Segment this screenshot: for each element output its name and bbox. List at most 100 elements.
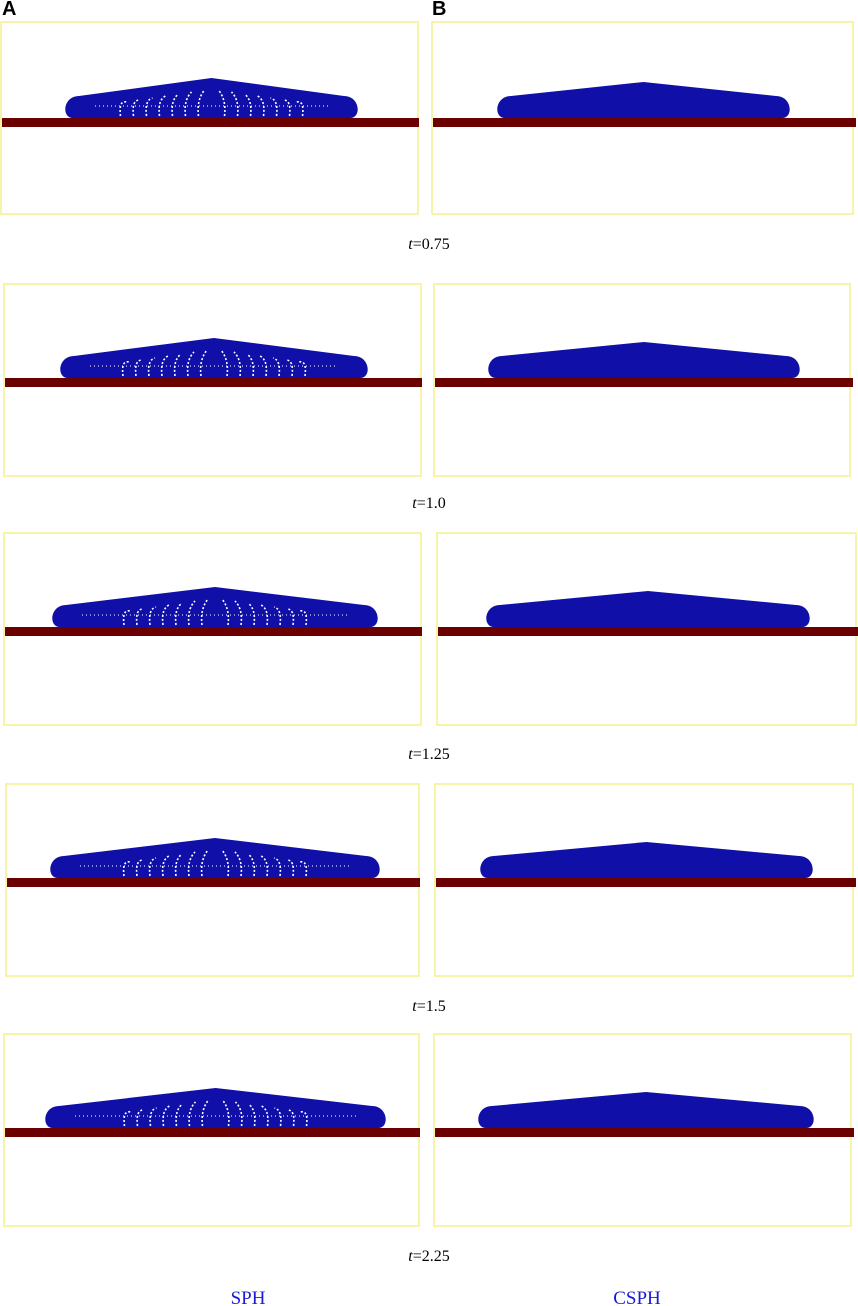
finger-gap <box>122 860 131 877</box>
finger-gap <box>273 606 282 626</box>
finger-gap <box>261 1105 269 1127</box>
wall-boundary <box>7 878 420 887</box>
time-label: t=1.0 <box>0 495 858 513</box>
wall-boundary <box>436 878 856 887</box>
finger-gap <box>247 602 256 626</box>
finger-gap <box>286 608 295 626</box>
finger-gap <box>173 353 182 377</box>
finger-gap <box>147 357 156 377</box>
finger-gap <box>259 355 268 377</box>
time-value: =1.0 <box>416 495 446 512</box>
finger-gap <box>149 1107 157 1127</box>
finger-gap <box>221 598 230 626</box>
finger-gap <box>260 855 269 877</box>
panel-label: B <box>432 0 447 20</box>
time-symbol: t <box>408 236 413 253</box>
finger-gap <box>161 604 170 626</box>
panel-label: A <box>2 0 17 20</box>
time-label: t=2.25 <box>0 1248 858 1266</box>
finger-gap <box>148 857 157 877</box>
wall-boundary <box>438 627 858 636</box>
finger-gap <box>273 857 282 877</box>
finger-gap <box>247 1103 256 1127</box>
method-label: CSPH <box>613 1288 661 1306</box>
finger-gap <box>145 97 153 117</box>
finger-gap <box>134 359 143 377</box>
finger-gap <box>175 1103 184 1127</box>
wall-boundary <box>435 378 853 387</box>
wall-boundary <box>5 1128 420 1137</box>
finger-gap <box>160 355 169 377</box>
finger-gap <box>199 349 208 377</box>
time-value: =0.75 <box>412 236 450 253</box>
finger-gap <box>283 99 291 117</box>
wall-boundary <box>5 378 422 387</box>
finger-gap <box>136 1109 144 1127</box>
fluid-droplet <box>478 1092 814 1128</box>
fluid-droplet <box>486 591 810 627</box>
finger-gap <box>148 606 157 626</box>
finger-gap <box>296 100 304 117</box>
time-value: =1.5 <box>416 998 446 1015</box>
time-label: t=1.25 <box>0 746 858 764</box>
finger-gap <box>171 93 180 117</box>
fluid-droplet <box>45 1088 386 1128</box>
time-symbol: t <box>412 495 417 512</box>
fluid-droplet <box>65 78 358 118</box>
wall-boundary <box>5 627 422 636</box>
finger-gap <box>121 360 130 377</box>
finger-gap <box>286 859 295 877</box>
finger-gap <box>260 604 269 626</box>
time-symbol: t <box>408 1248 413 1265</box>
fluid-droplet <box>60 338 368 378</box>
finger-gap <box>123 1110 131 1127</box>
finger-gap <box>287 1109 295 1127</box>
finger-gap <box>298 360 307 377</box>
finger-gap <box>201 1099 210 1127</box>
finger-gap <box>221 1099 230 1127</box>
time-value: =2.25 <box>412 1248 450 1265</box>
finger-gap <box>300 1110 308 1127</box>
finger-gap <box>247 853 256 877</box>
finger-gap <box>257 95 265 117</box>
finger-gap <box>272 357 281 377</box>
finger-gap <box>135 608 144 626</box>
finger-gap <box>119 100 127 117</box>
finger-gap <box>221 849 230 877</box>
finger-gap <box>299 860 308 877</box>
finger-gap <box>270 97 278 117</box>
finger-gap <box>174 602 183 626</box>
finger-gap <box>200 849 209 877</box>
wall-boundary <box>433 118 856 127</box>
finger-gap <box>158 95 166 117</box>
fluid-droplet <box>50 838 380 878</box>
wall-boundary <box>2 118 419 127</box>
finger-gap <box>299 609 308 626</box>
time-value: =1.25 <box>412 746 450 763</box>
finger-gap <box>197 89 206 117</box>
finger-gap <box>285 359 294 377</box>
finger-gap <box>162 1105 170 1127</box>
finger-gap <box>174 853 183 877</box>
fluid-droplet <box>488 342 800 378</box>
fluid-droplet <box>497 82 790 118</box>
finger-gap <box>200 598 209 626</box>
time-label: t=0.75 <box>0 236 858 254</box>
time-symbol: t <box>412 998 417 1015</box>
finger-gap <box>274 1107 282 1127</box>
time-label: t=1.5 <box>0 998 858 1016</box>
finger-gap <box>220 349 229 377</box>
method-label: SPH <box>230 1288 266 1306</box>
finger-gap <box>161 855 170 877</box>
finger-gap <box>246 353 255 377</box>
finger-gap <box>243 93 252 117</box>
finger-gap <box>132 99 140 117</box>
wall-boundary <box>435 1128 854 1137</box>
fluid-droplet <box>480 842 813 878</box>
finger-gap <box>122 609 131 626</box>
finger-gap <box>135 859 144 877</box>
fluid-droplet <box>52 587 378 627</box>
time-symbol: t <box>408 746 413 763</box>
